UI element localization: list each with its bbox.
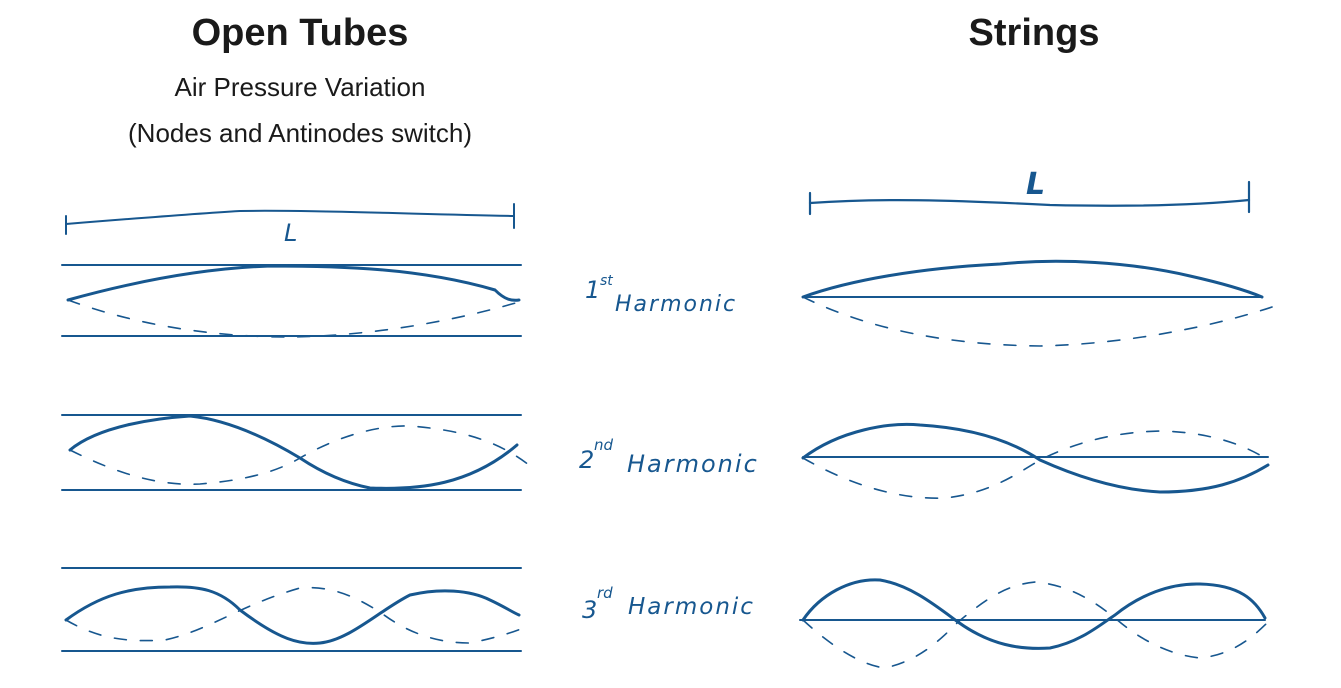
harmonic-label-1: 1 st Harmonic [585, 273, 737, 317]
svg-text:Harmonic: Harmonic [627, 450, 759, 478]
svg-text:2: 2 [579, 446, 594, 474]
svg-text:3: 3 [582, 596, 597, 624]
svg-text:1: 1 [585, 276, 600, 304]
harmonic-label-2: 2 nd Harmonic [579, 436, 759, 478]
string-3rd-harmonic [799, 578, 1269, 669]
svg-text:nd: nd [594, 436, 614, 454]
open-tubes-heading: Open Tubes [191, 12, 409, 54]
tube-length-marker [65, 203, 515, 235]
harmonic-label-3: 3 rd Harmonic [582, 584, 755, 624]
string-length-marker [808, 180, 1251, 216]
tube-length-label: L [284, 219, 297, 247]
svg-text:st: st [600, 273, 613, 289]
air-pressure-subtitle: Air Pressure Variation [174, 72, 426, 102]
tube-3rd-harmonic [61, 567, 531, 652]
string-wave-dashed [802, 296, 1279, 347]
pressure-wave-solid [66, 264, 521, 302]
pressure-wave-solid [68, 414, 519, 490]
pressure-wave-solid [64, 585, 521, 645]
svg-text:Harmonic: Harmonic [628, 594, 755, 620]
tube-1st-harmonic [61, 264, 522, 338]
string-2nd-harmonic [801, 422, 1270, 499]
svg-text:Harmonic: Harmonic [615, 292, 737, 317]
string-wave-solid [801, 578, 1267, 650]
string-wave-solid [801, 259, 1264, 299]
string-length-label: L [1026, 167, 1045, 202]
tube-2nd-harmonic [61, 414, 536, 491]
string-1st-harmonic [801, 259, 1279, 347]
string-wave-dashed [802, 581, 1269, 669]
strings-heading: Strings [968, 12, 1100, 54]
pressure-wave-dashed [69, 425, 536, 486]
pressure-wave-dashed [67, 299, 520, 338]
nodes-antinodes-subtitle: (Nodes and Antinodes switch) [128, 118, 472, 148]
pressure-wave-dashed [65, 586, 531, 644]
string-wave-solid [801, 422, 1270, 494]
svg-text:rd: rd [597, 584, 613, 602]
